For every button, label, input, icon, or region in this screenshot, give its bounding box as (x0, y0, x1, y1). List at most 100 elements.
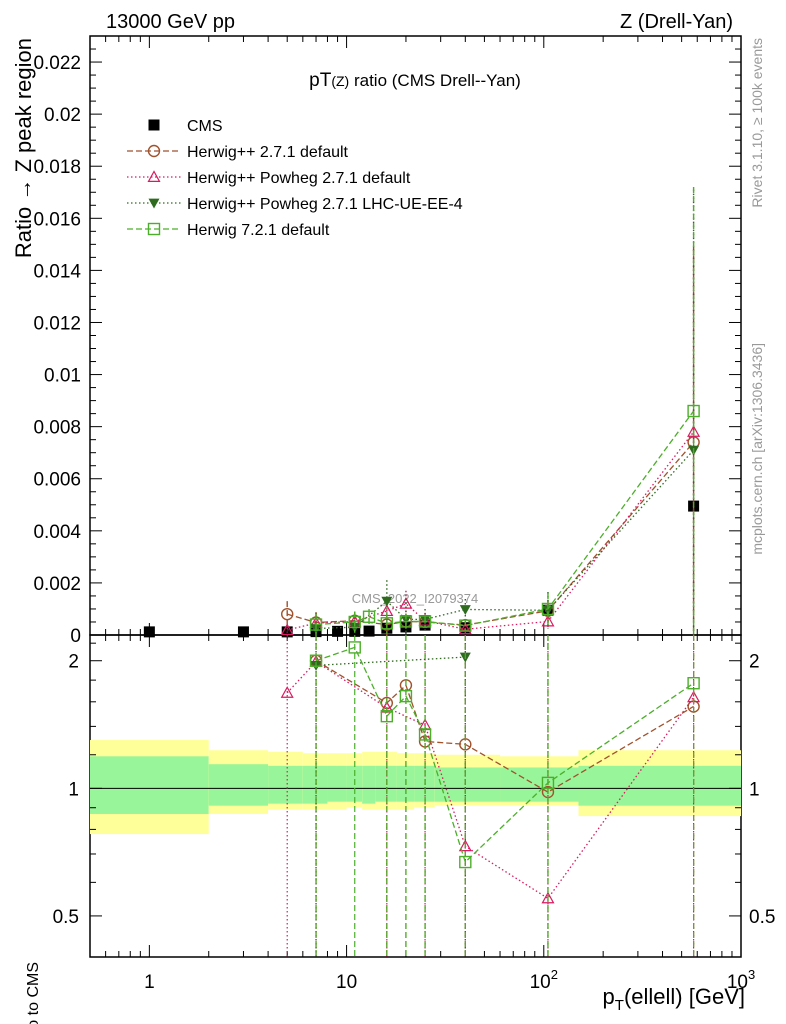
ratio-y-tick-label-right: 0.5 (749, 907, 775, 928)
ratio-series-line (315, 646, 694, 864)
marker-open-square (541, 602, 555, 616)
marker-filled-triangle (400, 614, 412, 625)
ratio-series-3 (309, 635, 700, 957)
mcplots-label: mcplots.cern.ch [arXiv:1306.3436] (749, 343, 765, 555)
ratio-y-tick-label-right: 1 (749, 779, 760, 800)
header-right: Z (Drell-Yan) (620, 11, 733, 33)
y-tick-label: 0.016 (33, 209, 81, 230)
marker-open-triangle (541, 891, 555, 904)
marker-open-square (380, 709, 394, 723)
header-left: 13000 GeV pp (106, 11, 235, 33)
marker-open-triangle (687, 425, 701, 437)
series-line (287, 441, 695, 626)
marker-open-square (418, 728, 432, 741)
y-tick-label: 0.014 (33, 261, 81, 282)
marker-filled-triangle (148, 198, 160, 209)
plot-title: pT(Z) ratio (CMS Drell--Yan) (309, 70, 521, 91)
marker-open-square (380, 617, 394, 630)
series-3 (310, 189, 700, 635)
ratio-uncertainty-bands (90, 740, 741, 835)
marker-filled-triangle (459, 605, 471, 615)
y-tick-label: 0.008 (33, 418, 81, 439)
marker-filled-square (459, 622, 471, 634)
ratio-y-tick-label-right: 2 (749, 652, 760, 673)
series-1 (281, 246, 700, 635)
x-tick-label: 102 (530, 967, 558, 993)
marker-open-square (399, 689, 413, 703)
marker-open-square (362, 610, 376, 623)
y-tick-label: 0.012 (33, 313, 81, 334)
green-band-bin (90, 756, 209, 814)
marker-filled-square (332, 625, 344, 637)
green-band-bin (375, 765, 397, 802)
main-series-group (143, 187, 701, 638)
main-axis-ticks: 0 0.002 0.004 0.006 0.008 0.01 0.012 0.014 0.016… (33, 35, 742, 647)
marker-filled-square (363, 625, 375, 637)
marker-open-triangle (280, 623, 294, 636)
marker-open-triangle (399, 597, 413, 609)
marker-open-square (687, 404, 700, 418)
marker-open-square (459, 855, 472, 869)
marker-open-square (309, 654, 323, 667)
green-band-bin (414, 765, 435, 802)
rivet-label: Rivet 3.1.10, ≥ 100k events (749, 38, 765, 208)
series-4 (309, 187, 700, 635)
marker-open-triangle (280, 686, 294, 698)
marker-open-square (418, 615, 432, 628)
series-line (287, 431, 695, 631)
green-band-bin (208, 764, 269, 806)
marker-open-triangle (458, 622, 472, 635)
marker-open-square (348, 615, 361, 629)
ratio-y-axis-label: Ratio to CMS (25, 962, 42, 1024)
green-band-bin (327, 765, 347, 802)
marker-open-square (459, 619, 472, 632)
green-band-bin (268, 765, 303, 804)
x-tick-label: 10 (336, 972, 357, 993)
ratio-axis-ticks: 0.5 0.51 12 21 10 102 103 (53, 635, 775, 993)
y-tick-label: 0.002 (33, 574, 81, 595)
ratio-series-line (315, 656, 466, 667)
legend-label: Herwig++ Powheg 2.7.1 LHC-UE-EE-4 (187, 196, 463, 213)
legend-label: CMS (187, 118, 223, 135)
marker-open-square (541, 776, 555, 790)
ratio-y-tick-label: 2 (68, 652, 79, 673)
marker-open-triangle (458, 839, 472, 852)
series-line (316, 449, 695, 630)
y-tick-label: 0.018 (33, 157, 81, 178)
y-tick-label: 0 (70, 626, 81, 647)
marker-open-square (399, 615, 413, 628)
marker-open-square (687, 677, 700, 690)
marker-open-square (147, 222, 161, 236)
green-band-bin (434, 767, 501, 802)
marker-filled-triangle (542, 605, 554, 616)
y-tick-label: 0.022 (33, 53, 81, 74)
ratio-y-tick-label: 1 (68, 779, 79, 800)
marker-open-circle (281, 607, 294, 621)
ratio-y-tick-label: 0.5 (53, 907, 79, 928)
y-tick-label: 0.006 (33, 470, 81, 491)
y-tick-label: 0.02 (44, 105, 81, 126)
green-band-bin (362, 765, 376, 804)
green-band-bin (578, 765, 741, 806)
marker-open-triangle (541, 614, 555, 627)
legend-label: Herwig++ 2.7.1 default (187, 144, 349, 161)
x-tick-label: 1 (144, 972, 155, 993)
legend-label: Herwig 7.2.1 default (187, 222, 330, 239)
main-y-axis-label: Ratio → Z peak region (11, 38, 36, 258)
marker-filled-square (148, 119, 160, 131)
legend: CMS Herwig++ 2.7.1 default Herwig++ Powheg… (127, 118, 463, 239)
marker-filled-square (237, 626, 249, 638)
marker-filled-square (143, 626, 155, 638)
marker-open-triangle (147, 170, 161, 182)
y-tick-label: 0.004 (33, 522, 81, 543)
marker-open-square (348, 641, 361, 654)
ratio-series-group (280, 635, 701, 957)
series-line (315, 410, 695, 627)
series-2 (280, 249, 701, 636)
marker-open-square (309, 618, 323, 631)
green-band-bin (500, 767, 579, 802)
x-axis-label: pT(ellell) [GeV] (603, 984, 745, 1014)
green-band-bin (302, 765, 328, 804)
analysis-watermark: CMS_2022_I2079374 (352, 591, 479, 606)
